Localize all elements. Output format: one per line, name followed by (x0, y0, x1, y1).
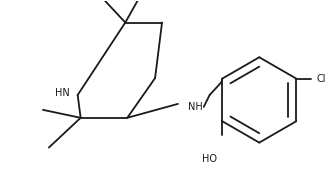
Text: HN: HN (55, 88, 70, 98)
Text: NH: NH (188, 102, 203, 112)
Text: Cl: Cl (316, 74, 326, 84)
Text: HO: HO (202, 154, 217, 164)
